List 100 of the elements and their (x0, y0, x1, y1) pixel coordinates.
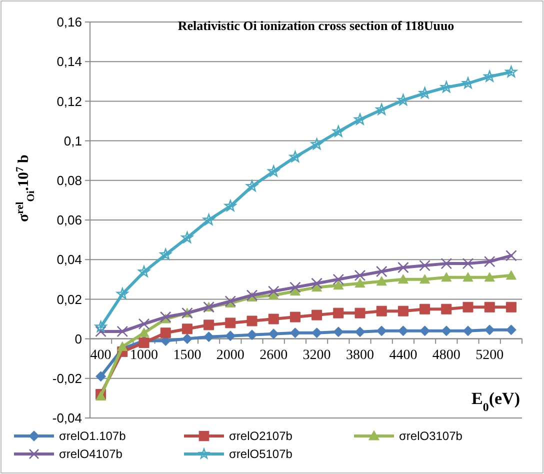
point (160, 248, 172, 260)
point (224, 200, 236, 212)
y-tick-label: -0,02 (52, 370, 82, 386)
point (246, 330, 258, 340)
point (419, 260, 430, 272)
point (138, 328, 150, 338)
point (376, 306, 387, 316)
point (160, 328, 171, 338)
y-tick-label: 0,06 (56, 212, 82, 228)
point (398, 274, 408, 284)
point (225, 330, 236, 342)
point (418, 87, 431, 98)
point (484, 256, 496, 268)
point (332, 274, 344, 286)
point (506, 302, 516, 312)
point (95, 326, 106, 338)
x-tick-label: 2600 (260, 348, 288, 363)
point (484, 302, 495, 312)
x-tick-label: 5200 (476, 348, 504, 363)
y-tick-label: 0,02 (56, 292, 82, 307)
point (484, 70, 496, 82)
point (204, 320, 214, 330)
point (333, 280, 344, 290)
point (332, 126, 344, 137)
point (354, 326, 366, 338)
point (484, 324, 495, 336)
point (182, 334, 192, 344)
point (246, 316, 258, 326)
point (268, 328, 279, 340)
point (311, 278, 322, 290)
x-tick-label: 4400 (389, 348, 418, 363)
x-tick-label: 4800 (432, 348, 460, 363)
y-tick-label: 0,08 (56, 172, 82, 188)
y-tick-label: 0,12 (56, 94, 82, 109)
point (310, 138, 323, 150)
y-tick-label: 0 (74, 331, 82, 346)
point (160, 311, 172, 323)
point (354, 278, 366, 288)
point (354, 308, 366, 318)
point (398, 262, 409, 274)
point (312, 328, 322, 338)
point (138, 318, 150, 330)
point (268, 314, 279, 324)
point (204, 332, 214, 342)
chart-title: Relativistic Oi ionization cross section of 118Uuuo (178, 18, 454, 33)
point (182, 324, 192, 334)
point (505, 66, 518, 78)
point (96, 371, 106, 382)
point (202, 214, 215, 226)
point (376, 104, 388, 115)
legend-label: σrelO3107b (399, 429, 463, 444)
x-tick-label: 3200 (302, 348, 331, 363)
y-tick-label: -0,04 (52, 410, 82, 426)
point (440, 81, 452, 92)
point (420, 304, 430, 314)
point (376, 326, 387, 336)
legend-label: σrelO1.107b (59, 429, 126, 444)
point (420, 274, 430, 284)
point (441, 272, 452, 282)
point (181, 232, 194, 243)
legend-label: σrelO4107b (59, 447, 123, 462)
point (376, 266, 388, 278)
y-tick-label: 0,1 (64, 133, 82, 148)
point (462, 272, 474, 282)
point (117, 341, 128, 351)
legend-label: σrelO2107b (229, 429, 293, 444)
x-tick-label: 1000 (130, 348, 158, 363)
x-tick-label: 2000 (216, 348, 244, 363)
point (116, 326, 128, 338)
point (398, 306, 408, 316)
point (289, 150, 302, 162)
point (376, 276, 387, 286)
point (420, 326, 430, 336)
point (268, 286, 280, 297)
point (225, 318, 236, 328)
point (441, 326, 452, 336)
point (354, 113, 366, 125)
point (398, 326, 408, 336)
point (138, 266, 150, 277)
y-tick-label: 0,16 (56, 14, 82, 30)
point (506, 250, 517, 262)
point (312, 310, 322, 320)
point (290, 312, 300, 322)
point (462, 326, 474, 336)
point (506, 324, 516, 336)
y-tick-label: 0,04 (56, 252, 82, 268)
point (333, 308, 344, 318)
point (462, 77, 474, 88)
point (354, 270, 366, 282)
point (246, 180, 258, 192)
point (506, 270, 516, 280)
x-axis-title: E$_{0}$(eV) (472, 389, 520, 414)
x-tick-label: 400 (90, 348, 112, 363)
y-tick-label: 0,14 (56, 54, 82, 70)
point (462, 258, 474, 270)
point (290, 282, 301, 293)
x-tick-label: 3800 (346, 348, 374, 363)
point (441, 304, 452, 314)
point (268, 165, 280, 177)
point (333, 326, 344, 338)
